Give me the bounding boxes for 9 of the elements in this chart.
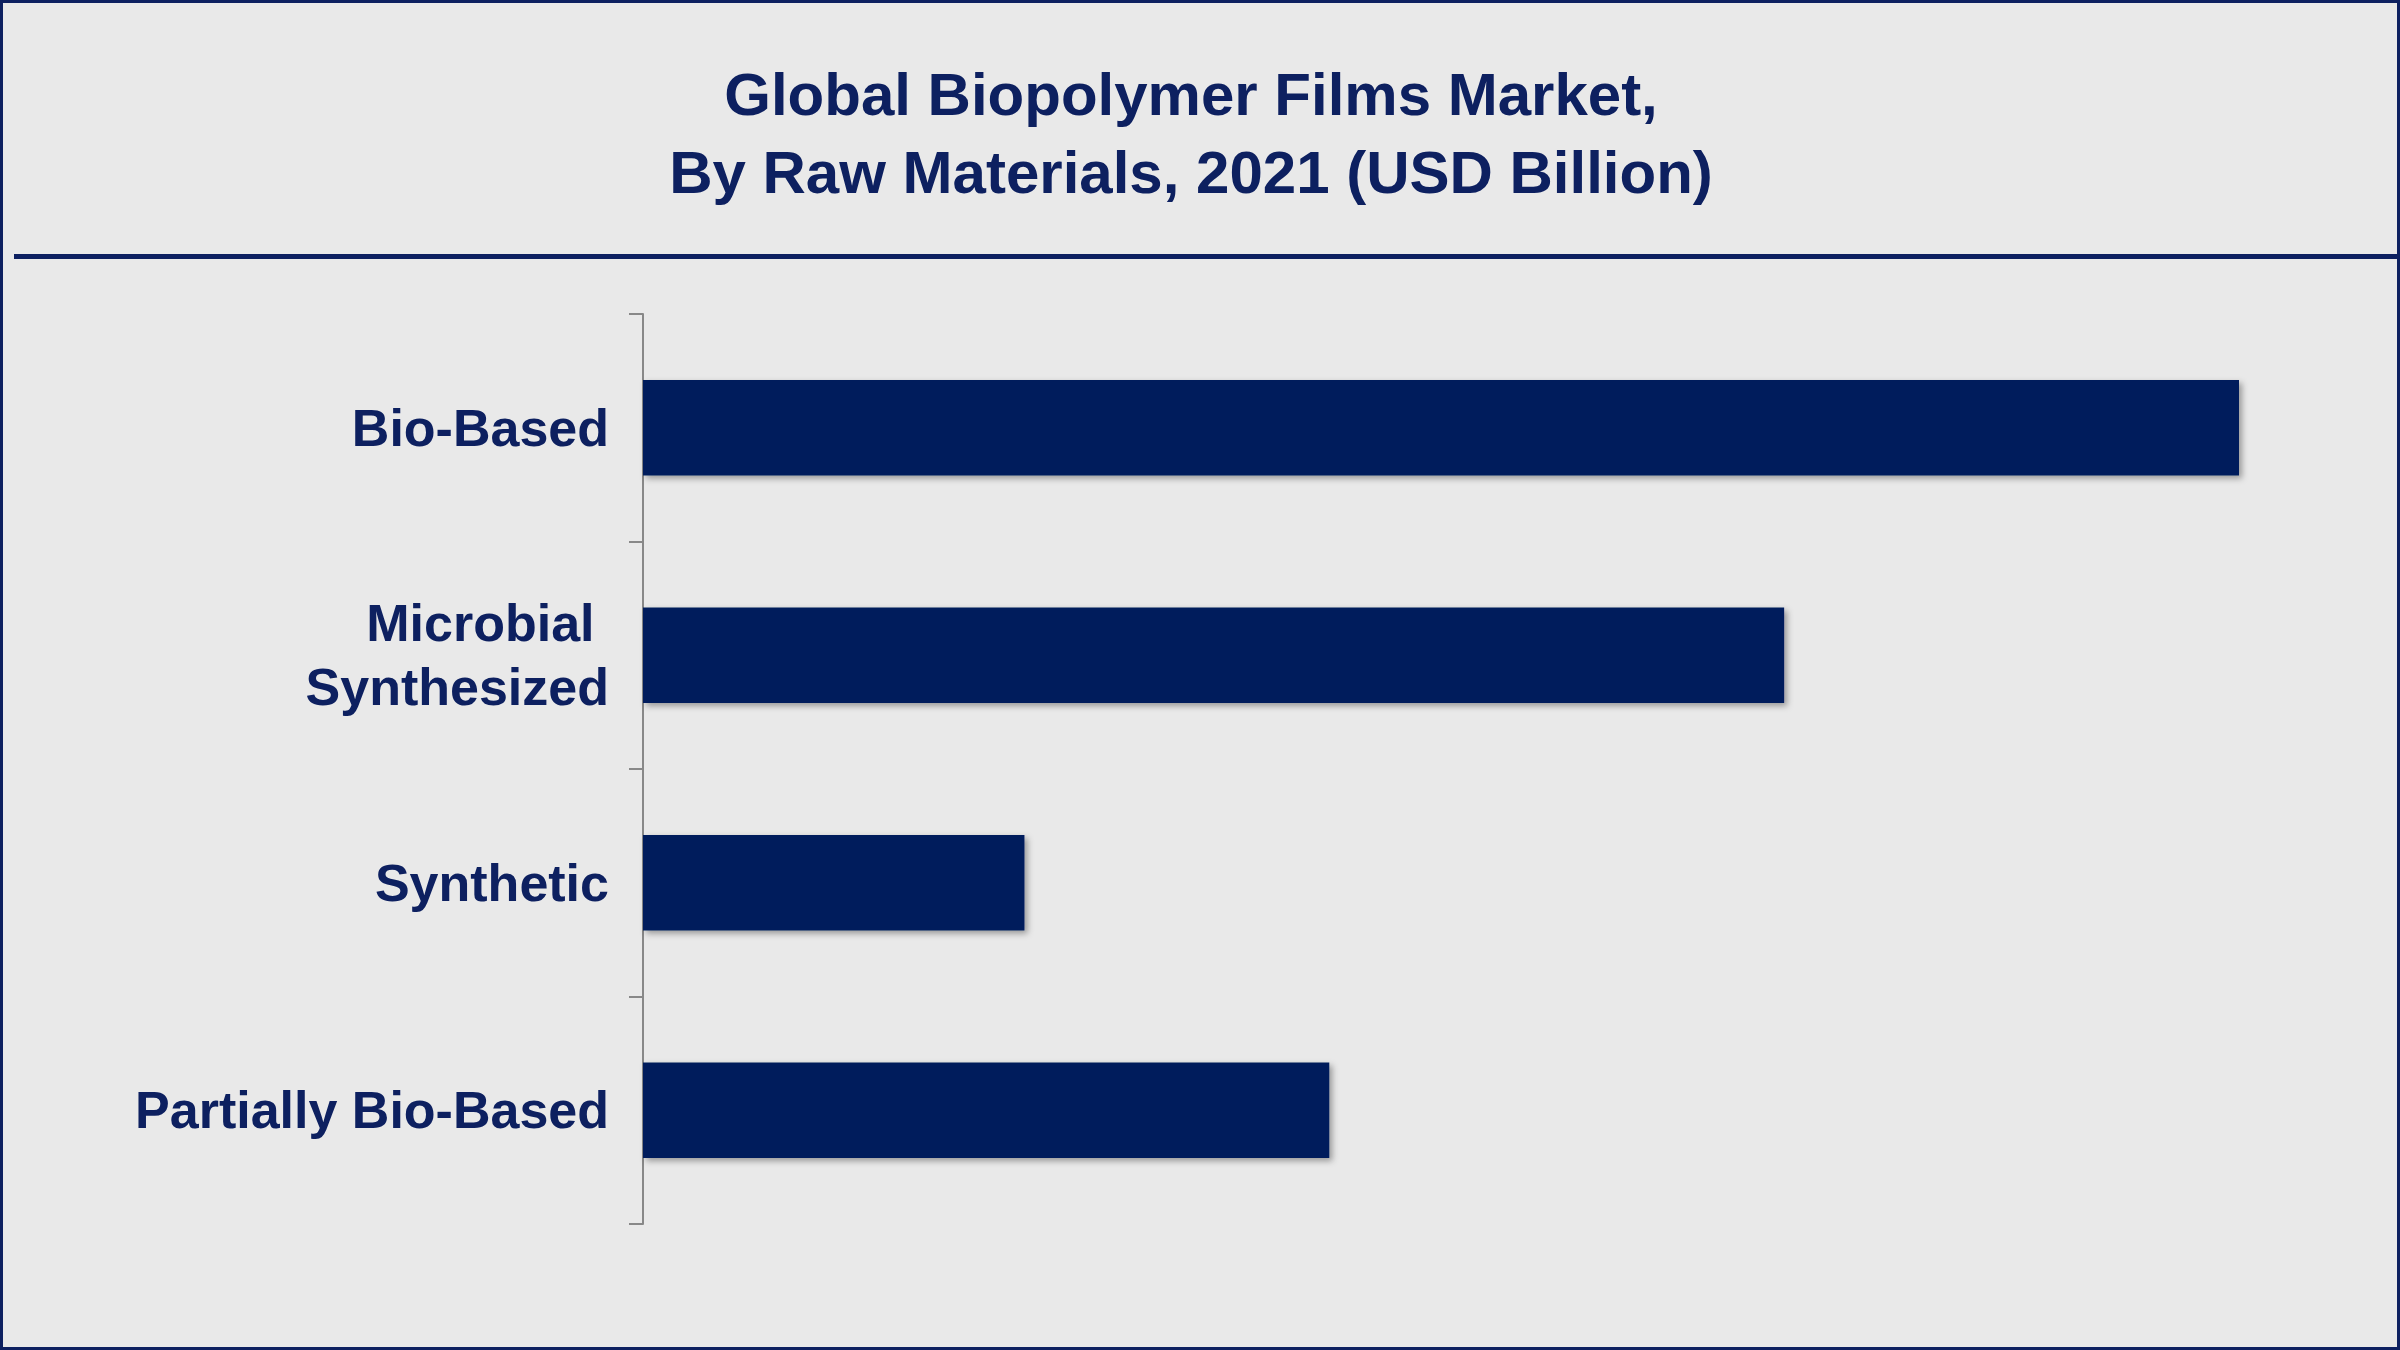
bar: [643, 1062, 1330, 1159]
y-tick-label: Partially Bio-Based: [135, 1081, 609, 1140]
bar: [643, 379, 2239, 476]
chart-title: Global Biopolymer Films Market, By Raw Materials, 2021 (USD Billion): [669, 60, 1713, 206]
y-tick-label: Bio-Based: [351, 398, 609, 457]
y-tick-label: Microbial Synthesized: [305, 594, 609, 717]
bar: [643, 607, 1785, 704]
y-tick-label: Synthetic: [374, 853, 609, 912]
bar: [643, 834, 1025, 931]
